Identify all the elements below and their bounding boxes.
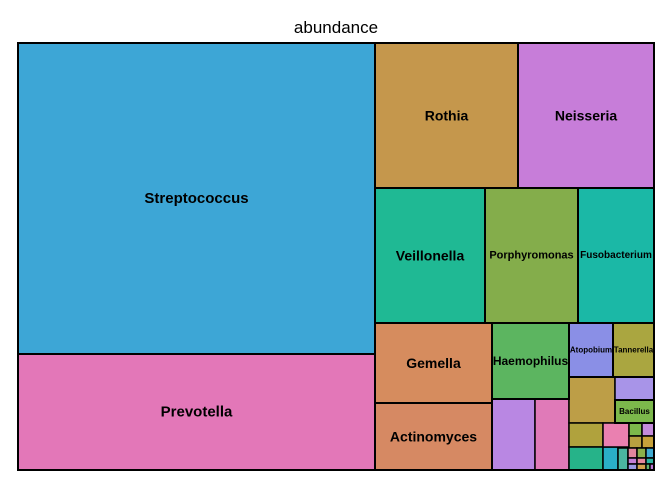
treemap-tile-veillonella [374,187,486,324]
treemap-tile-unlabeled [602,446,619,471]
treemap-label-fusobacterium: Fusobacterium [580,250,652,261]
treemap-tile-unlabeled [614,376,655,401]
treemap-label-actinomyces: Actinomyces [390,429,477,445]
chart-title: abundance [294,18,378,37]
treemap-tile-atopobium [568,322,614,378]
treemap-tile-gemella [374,322,493,404]
treemap-label-tannerella: Tannerella [614,346,654,355]
treemap-tile-unlabeled [645,457,655,465]
treemap-label-veillonella: Veillonella [396,248,465,264]
treemap-tile-unlabeled [645,447,655,459]
treemap-label-rothia: Rothia [425,108,469,124]
treemap-label-prevotella: Prevotella [161,404,233,421]
treemap-tile-fusobacterium [577,187,655,324]
treemap-tile-unlabeled [602,422,630,448]
treemap-tile-unlabeled [617,447,629,471]
treemap-label-streptococcus: Streptococcus [144,190,248,207]
treemap-tile-unlabeled [627,457,638,465]
treemap-frame [17,42,655,471]
treemap-label-gemella: Gemella [406,355,461,371]
treemap-tile-unlabeled [627,447,638,459]
treemap-tile-actinomyces [374,402,493,471]
treemap-tile-rothia [374,42,519,189]
treemap-tile-prevotella [17,353,376,471]
treemap-tile-unlabeled [641,435,655,449]
treemap-tile-unlabeled [568,422,604,448]
treemap-tile-unlabeled [534,398,570,471]
treemap-tile-unlabeled [628,422,643,437]
treemap-tile-unlabeled [628,435,643,449]
treemap-label-haemophilus: Haemophilus [493,354,569,368]
treemap-tile-unlabeled [641,422,655,437]
treemap-tile-unlabeled [491,398,536,471]
treemap-label-neisseria: Neisseria [555,108,617,124]
treemap-tile-porphyromonas [484,187,579,324]
treemap-label-bacillus: Bacillus [619,407,650,416]
treemap-tiles: Streptococcus Prevotella Rothia Neisseria Ve… [17,42,655,471]
treemap-label-atopobium: Atopobium [570,346,612,355]
treemap-tile-unlabeled [636,447,647,459]
treemap-tile-unlabeled [636,457,647,465]
treemap-tile-unlabeled [568,376,616,424]
treemap-tile-unlabeled [568,446,604,471]
treemap-label-porphyromonas: Porphyromonas [489,250,573,262]
